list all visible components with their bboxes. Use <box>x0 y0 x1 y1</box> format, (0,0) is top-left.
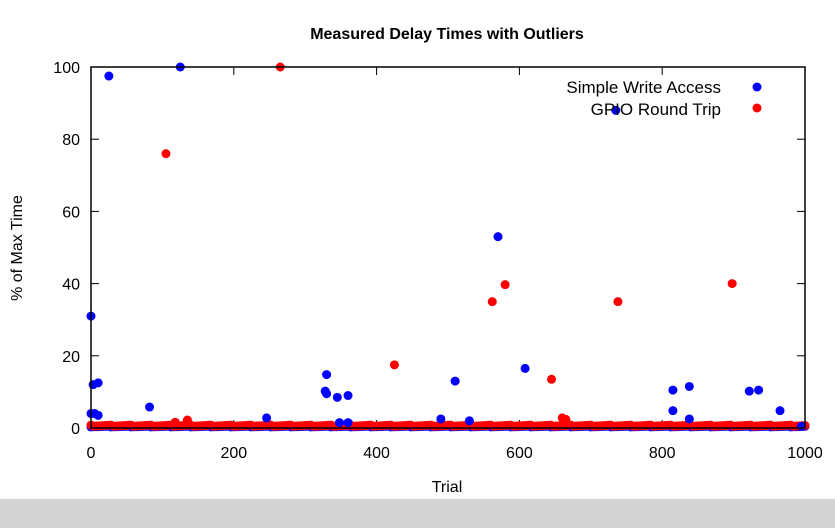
chart-title: Measured Delay Times with Outliers <box>310 26 584 43</box>
point-simple-write-access <box>343 418 353 428</box>
point-gpio-round-trip <box>161 149 171 159</box>
point-gpio-round-trip <box>561 414 571 424</box>
y-axis: 0 20 40 60 80 100 <box>53 60 805 438</box>
y-tick-label: 60 <box>62 204 80 221</box>
point-gpio-round-trip <box>727 279 737 289</box>
point-simple-write-access <box>684 381 694 391</box>
point-simple-write-access <box>343 391 353 401</box>
point-simple-write-access <box>744 386 754 396</box>
dense-baseline-markers <box>86 420 810 432</box>
data-points <box>86 62 806 431</box>
point-simple-write-access <box>493 232 503 242</box>
point-simple-write-access <box>93 410 103 420</box>
point-simple-write-access <box>334 418 344 428</box>
y-tick-label: 0 <box>71 421 80 438</box>
point-simple-write-access <box>322 389 332 399</box>
point-simple-write-access <box>520 363 530 373</box>
x-tick-label: 600 <box>506 445 533 462</box>
x-axis-title: Trial <box>432 479 463 496</box>
point-simple-write-access <box>611 105 621 115</box>
point-gpio-round-trip <box>389 360 399 370</box>
point-simple-write-access <box>754 385 764 395</box>
point-simple-write-access <box>668 385 678 395</box>
scatter-chart: Measured Delay Times with Outliers 0 20 40… <box>9 26 823 496</box>
x-tick-label: 800 <box>649 445 676 462</box>
y-tick-label: 20 <box>62 349 80 366</box>
x-tick-label: 1000 <box>787 445 823 462</box>
point-simple-write-access <box>104 71 114 81</box>
y-axis-title: % of Max Time <box>9 195 26 301</box>
footer-bar <box>0 499 835 528</box>
point-simple-write-access <box>775 406 785 416</box>
point-simple-write-access <box>464 416 474 426</box>
legend: Simple Write Access GPIO Round Trip <box>566 78 762 119</box>
y-tick-label: 40 <box>62 277 80 294</box>
point-gpio-round-trip <box>547 374 557 384</box>
point-simple-write-access <box>684 414 694 424</box>
point-simple-write-access <box>322 370 332 380</box>
x-tick-label: 200 <box>220 445 247 462</box>
point-simple-write-access <box>450 376 460 386</box>
point-gpio-round-trip <box>613 297 623 307</box>
point-gpio-round-trip <box>500 280 510 290</box>
y-tick-label: 100 <box>53 60 80 77</box>
point-gpio-round-trip <box>170 417 180 427</box>
point-simple-write-access <box>262 413 272 423</box>
x-tick-label: 400 <box>363 445 390 462</box>
x-tick-label: 0 <box>87 445 96 462</box>
legend-label-gpio-round-trip: GPIO Round Trip <box>591 100 721 119</box>
legend-marker-simple-write-access <box>752 82 762 92</box>
point-simple-write-access <box>332 392 342 402</box>
plot-frame <box>90 66 806 429</box>
point-gpio-round-trip <box>487 297 497 307</box>
legend-label-simple-write-access: Simple Write Access <box>566 78 721 97</box>
point-simple-write-access <box>93 378 103 388</box>
point-simple-write-access <box>436 414 446 424</box>
y-tick-label: 80 <box>62 132 80 149</box>
point-gpio-round-trip <box>182 415 192 425</box>
point-simple-write-access <box>145 402 155 412</box>
x-axis: 0 200 400 600 800 1000 <box>87 67 823 462</box>
point-simple-write-access <box>668 406 678 416</box>
legend-marker-gpio-round-trip <box>752 103 762 113</box>
